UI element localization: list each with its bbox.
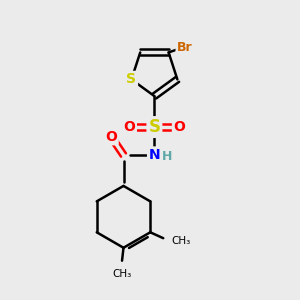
- Text: CH₃: CH₃: [112, 269, 132, 279]
- Text: S: S: [127, 72, 136, 86]
- Text: N: N: [148, 148, 160, 162]
- Text: H: H: [162, 150, 172, 163]
- Text: O: O: [124, 120, 135, 134]
- Text: O: O: [105, 130, 117, 144]
- Text: CH₃: CH₃: [172, 236, 191, 246]
- Text: O: O: [173, 120, 185, 134]
- Text: S: S: [148, 118, 160, 136]
- Text: Br: Br: [177, 40, 193, 54]
